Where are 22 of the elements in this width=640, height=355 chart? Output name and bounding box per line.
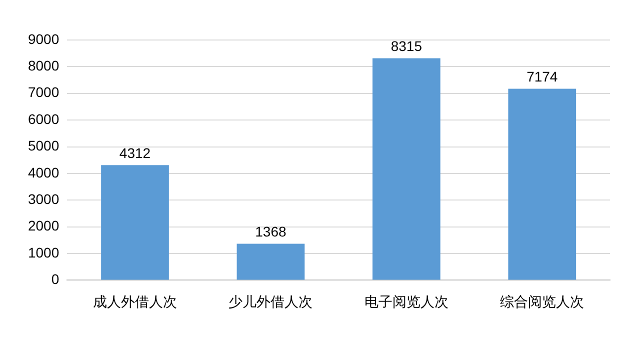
y-tick-label: 6000 — [28, 110, 60, 127]
x-tick-label: 少儿外借人次 — [228, 293, 313, 310]
bar — [101, 165, 169, 280]
y-tick-label: 1000 — [28, 244, 60, 260]
data-label: 4312 — [119, 144, 151, 161]
y-tick-label: 9000 — [28, 30, 60, 47]
y-tick-label: 0 — [51, 271, 60, 288]
y-tick-label: 5000 — [28, 138, 60, 154]
bar — [508, 88, 576, 280]
x-tick-label: 成人外借人次 — [93, 293, 177, 310]
x-tick-label: 电子阅览人次 — [364, 293, 448, 310]
y-tick-label: 7000 — [28, 84, 60, 100]
y-tick-label: 2000 — [28, 218, 60, 234]
y-tick-label: 4000 — [28, 164, 60, 180]
bar — [236, 244, 305, 280]
data-label: 7174 — [526, 68, 558, 85]
data-label: 1368 — [255, 224, 286, 240]
y-tick-label: 3000 — [28, 190, 60, 207]
x-tick-label: 综合阅览人次 — [500, 293, 584, 310]
y-tick-label: 8000 — [28, 58, 60, 74]
bar — [372, 58, 440, 280]
data-label: 8315 — [390, 38, 422, 54]
